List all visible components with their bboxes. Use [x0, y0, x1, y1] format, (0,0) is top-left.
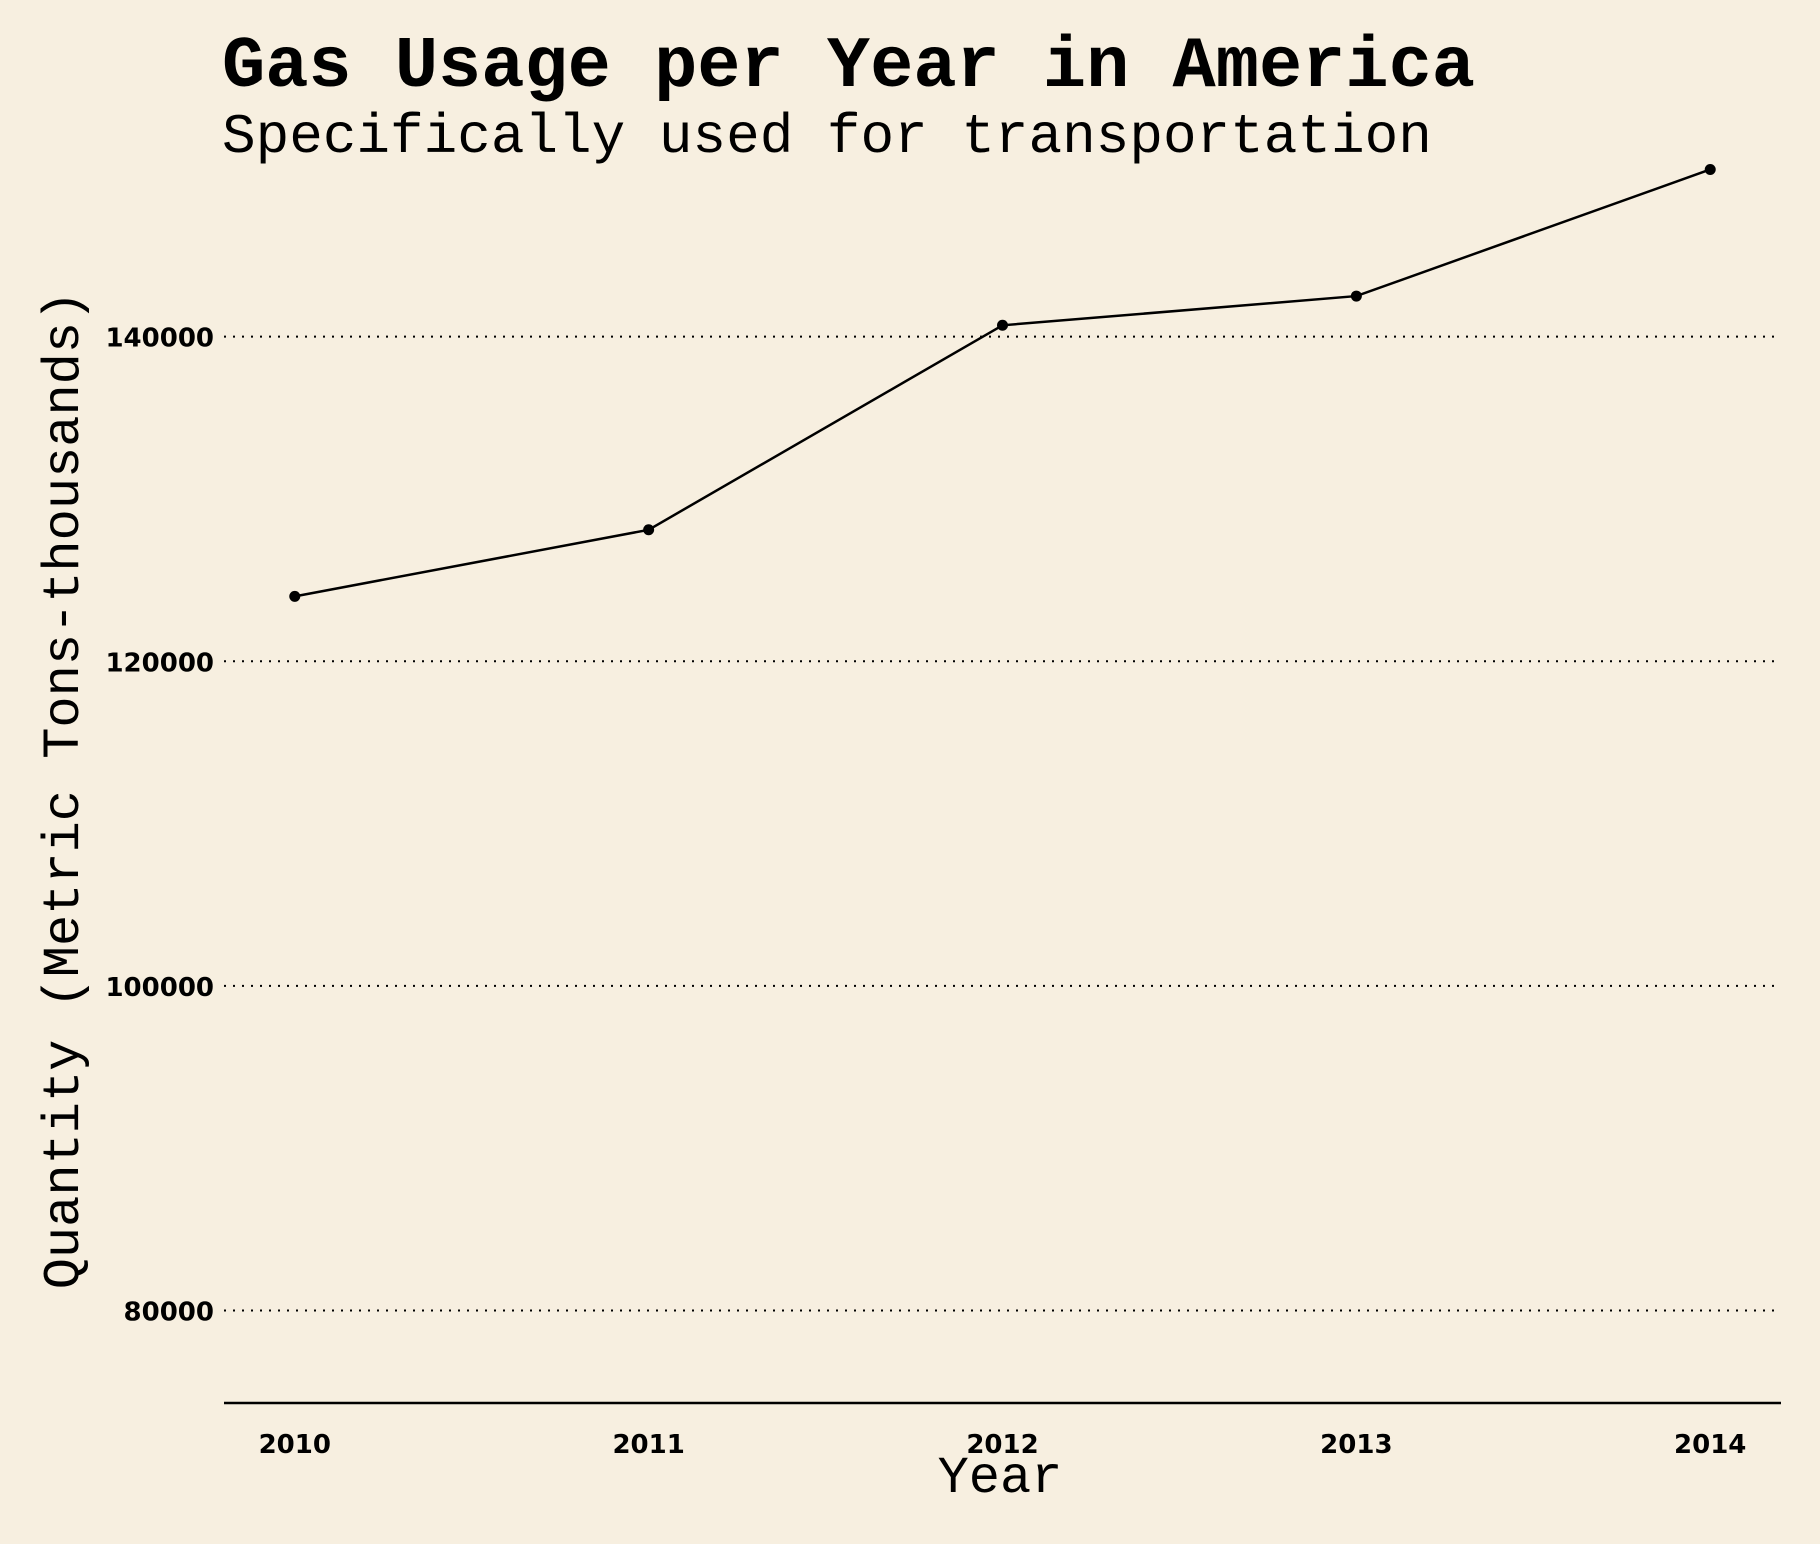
- y-tick-label: 100000: [105, 973, 214, 1003]
- x-axis-label: Year: [938, 1449, 1063, 1508]
- y-tick-label: 80000: [124, 1297, 214, 1327]
- y-axis-ticks: 80000 100000 120000 140000: [105, 324, 214, 1328]
- y-axis-label: Quantity (Metric Tons-thousands): [35, 291, 94, 1290]
- series-line: [294, 168, 1711, 598]
- grid-lines: [224, 335, 1781, 1312]
- x-tick-label: 2010: [259, 1430, 331, 1460]
- data-point-2010: [289, 590, 301, 602]
- series-layer: [289, 163, 1716, 602]
- y-tick-label: 120000: [105, 648, 214, 678]
- data-point-2014: [1704, 163, 1716, 175]
- x-tick-label: 2013: [1320, 1430, 1392, 1460]
- x-axis-ticks: 2010 2011 2012 2013 2014: [259, 1430, 1747, 1460]
- data-point-2013: [1350, 290, 1362, 302]
- data-point-2011: [643, 524, 655, 536]
- data-point-2012: [997, 319, 1008, 331]
- x-tick-label: 2012: [966, 1430, 1038, 1460]
- y-tick-label: 140000: [105, 324, 214, 354]
- chart-title: Gas Usage per Year in America: [222, 26, 1475, 108]
- chart-subtitle: Specifically used for transportation: [222, 105, 1432, 169]
- x-tick-label: 2011: [612, 1430, 684, 1460]
- x-tick-label: 2014: [1674, 1430, 1746, 1460]
